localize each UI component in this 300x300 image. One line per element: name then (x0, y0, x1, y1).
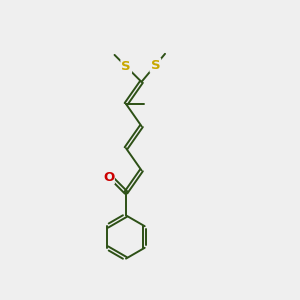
Text: S: S (122, 60, 131, 73)
Text: O: O (103, 171, 114, 184)
Text: S: S (151, 59, 160, 72)
